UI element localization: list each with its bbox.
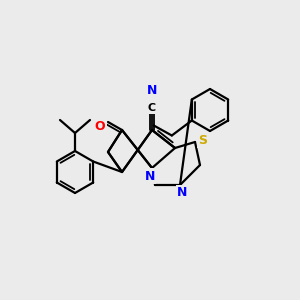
Text: N: N: [147, 85, 157, 98]
Text: N: N: [177, 187, 187, 200]
Text: N: N: [145, 169, 155, 182]
Text: O: O: [95, 121, 105, 134]
Text: C: C: [148, 103, 156, 113]
Text: S: S: [199, 134, 208, 146]
